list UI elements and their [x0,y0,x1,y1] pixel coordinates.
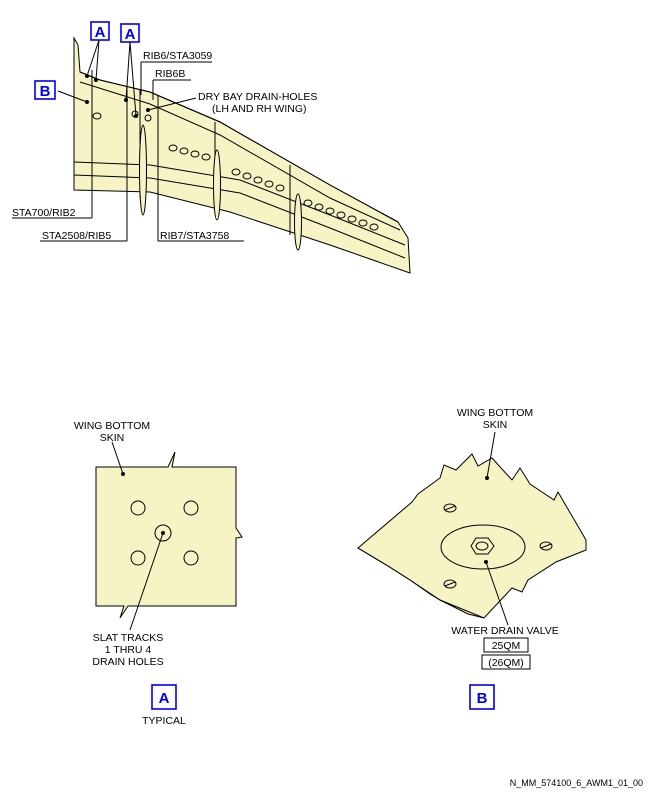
detail-a-drain-line1: SLAT TRACKS [93,632,164,644]
detail-a-hole-2 [183,500,199,516]
detail-a-callout-box [151,684,177,710]
detail-a-hole-3 [130,550,146,566]
detail-a-typical: TYPICAL [142,715,186,727]
detail-b-callout-box [469,684,495,710]
detail-b: WING BOTTOM SKIN WATER DRAIN VALVE 25QM … [357,407,587,710]
label-dry-bay-2: (LH AND RH WING) [212,103,307,115]
label-rib6b: RIB6B [155,68,185,80]
detail-b-valve-label: WATER DRAIN VALVE [451,625,559,637]
callout-b: B [40,83,51,100]
detail-b-code1: 25QM [492,640,521,652]
figure-id: N_MM_574100_6_AWM1_01_00 [510,778,643,788]
label-dry-bay-1: DRY BAY DRAIN-HOLES [198,91,317,103]
label-sta700-rib2: STA700/RIB2 [12,207,76,219]
detail-b-callout: B [477,690,488,707]
rib-lug-1 [139,124,147,216]
detail-a-callout: A [159,690,170,707]
callout-a-left: A [95,24,106,41]
detail-a-skin-line2: SKIN [100,432,125,444]
detail-b-code1-box [483,637,529,653]
detail-b-valve-bore [475,541,489,551]
detail-b-code2: (26QM) [488,657,524,669]
label-rib6-sta3059: RIB6/STA3059 [143,50,212,62]
detail-b-skin-line2: SKIN [483,419,508,431]
label-sta2508-rib5: STA2508/RIB5 [42,230,111,242]
rib-lug-2 [213,149,221,221]
wing-trailing-edge-inner [73,174,406,259]
detail-a-drain-line2: 1 THRU 4 [105,644,152,656]
wing-outline [73,36,411,274]
callout-a-left-box [90,21,110,41]
rib-lug-3 [294,193,302,251]
label-rib7-sta3758: RIB7/STA3758 [160,230,229,242]
detail-a-hole-1 [130,500,146,516]
detail-a-skin-line1: WING BOTTOM [74,420,150,432]
detail-b-code2-box [481,654,531,670]
detail-a: WING BOTTOM SKIN SLAT TRACKS 1 THRU 4 DR… [74,420,243,727]
callout-a-right-box [120,23,140,43]
detail-a-hole-4 [183,550,199,566]
detail-a-drain-line3: DRAIN HOLES [92,656,163,668]
wing-drain-holes [92,110,379,231]
wing-trailing-edge [73,161,406,246]
wing-top-view: A A B RIB6/STA3059 RIB6B DRY BAY DRAIN-H… [12,21,411,274]
detail-b-edge [357,547,485,619]
callout-b-box [34,80,56,100]
callout-a-right: A [125,26,136,43]
detail-b-skin-line1: WING BOTTOM [457,407,533,419]
